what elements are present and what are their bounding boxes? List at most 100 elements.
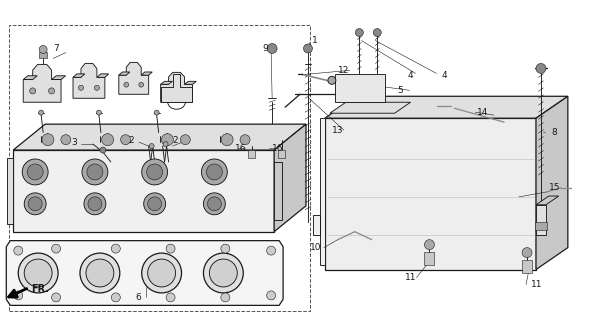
Circle shape <box>166 293 175 302</box>
Polygon shape <box>325 96 568 118</box>
Polygon shape <box>313 118 325 265</box>
Circle shape <box>182 91 187 96</box>
Circle shape <box>52 293 61 302</box>
Circle shape <box>221 293 230 302</box>
Circle shape <box>86 259 114 287</box>
Polygon shape <box>274 162 282 220</box>
Polygon shape <box>278 150 285 158</box>
Text: 9: 9 <box>262 44 268 53</box>
Circle shape <box>82 159 108 185</box>
Circle shape <box>39 110 44 115</box>
Text: 4: 4 <box>441 71 447 80</box>
Circle shape <box>203 193 225 215</box>
Circle shape <box>124 82 129 87</box>
Circle shape <box>24 259 52 287</box>
Text: 2: 2 <box>172 136 178 145</box>
Circle shape <box>221 244 230 253</box>
Circle shape <box>28 197 42 211</box>
Circle shape <box>373 28 381 36</box>
Text: 16: 16 <box>272 144 283 153</box>
Polygon shape <box>536 96 568 269</box>
Text: 14: 14 <box>477 108 489 117</box>
Circle shape <box>266 246 276 255</box>
Circle shape <box>147 164 163 180</box>
Circle shape <box>161 134 174 146</box>
Circle shape <box>39 45 47 53</box>
Polygon shape <box>161 72 192 102</box>
Text: 3: 3 <box>71 138 76 147</box>
Circle shape <box>536 63 546 73</box>
Text: 6: 6 <box>136 293 141 302</box>
Circle shape <box>148 259 175 287</box>
Text: 1: 1 <box>312 36 317 45</box>
Circle shape <box>94 85 100 90</box>
Polygon shape <box>141 72 152 75</box>
Polygon shape <box>248 150 255 158</box>
Polygon shape <box>52 76 66 80</box>
Polygon shape <box>161 74 192 102</box>
Circle shape <box>121 135 131 145</box>
Circle shape <box>80 253 120 293</box>
Polygon shape <box>23 64 61 102</box>
Circle shape <box>267 44 277 53</box>
Polygon shape <box>7 158 13 224</box>
Circle shape <box>102 134 114 146</box>
Text: 11: 11 <box>404 273 416 282</box>
Circle shape <box>221 134 233 146</box>
Circle shape <box>240 135 250 145</box>
Circle shape <box>166 244 175 253</box>
Circle shape <box>203 253 243 293</box>
Text: 10: 10 <box>310 243 322 252</box>
Circle shape <box>180 135 190 145</box>
Text: 8: 8 <box>551 128 557 137</box>
Polygon shape <box>274 124 306 232</box>
Polygon shape <box>536 205 546 235</box>
Circle shape <box>148 197 161 211</box>
Circle shape <box>87 164 103 180</box>
Circle shape <box>144 193 166 215</box>
Circle shape <box>206 164 222 180</box>
Circle shape <box>111 244 120 253</box>
Circle shape <box>209 259 237 287</box>
Polygon shape <box>6 241 283 305</box>
Polygon shape <box>536 196 558 205</box>
Text: 16: 16 <box>236 144 247 153</box>
Polygon shape <box>535 222 547 230</box>
Polygon shape <box>23 76 37 80</box>
Circle shape <box>522 248 532 258</box>
Circle shape <box>266 291 276 300</box>
Circle shape <box>42 134 54 146</box>
Circle shape <box>304 44 313 53</box>
Circle shape <box>111 293 120 302</box>
Polygon shape <box>185 81 196 84</box>
Circle shape <box>61 135 71 145</box>
Polygon shape <box>522 260 532 273</box>
Circle shape <box>84 193 106 215</box>
Polygon shape <box>39 52 47 59</box>
Text: FR.: FR. <box>31 284 49 294</box>
Polygon shape <box>13 124 306 150</box>
Polygon shape <box>161 81 172 84</box>
Circle shape <box>49 88 55 94</box>
Polygon shape <box>119 62 149 94</box>
Circle shape <box>88 197 102 211</box>
Circle shape <box>24 193 46 215</box>
Circle shape <box>202 159 228 185</box>
Text: 12: 12 <box>338 66 349 75</box>
Circle shape <box>27 164 43 180</box>
Polygon shape <box>119 72 130 75</box>
Circle shape <box>139 82 144 87</box>
Circle shape <box>14 246 22 255</box>
Circle shape <box>100 147 106 153</box>
Circle shape <box>163 141 168 147</box>
Polygon shape <box>73 74 85 77</box>
Polygon shape <box>325 118 536 269</box>
Circle shape <box>149 144 154 148</box>
Circle shape <box>97 110 101 115</box>
Circle shape <box>52 244 61 253</box>
Circle shape <box>208 197 222 211</box>
Circle shape <box>18 253 58 293</box>
Text: 13: 13 <box>332 126 344 135</box>
Bar <box>9 25 310 311</box>
Polygon shape <box>424 252 435 265</box>
